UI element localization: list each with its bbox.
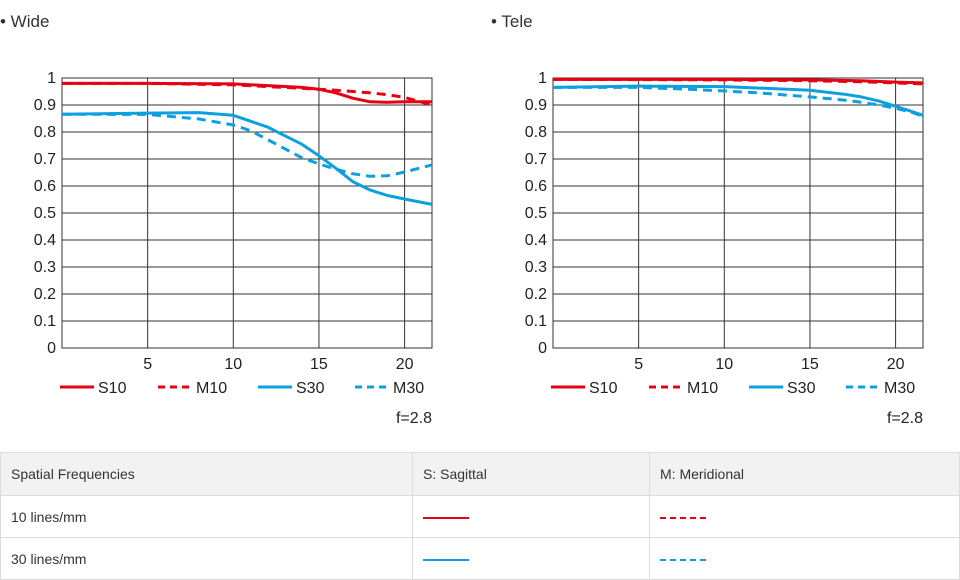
tele-x-tick-label: 20	[887, 356, 905, 373]
spatial-frequency-key-table: Spatial Frequencies S: Sagittal M: Merid…	[0, 452, 960, 580]
wide-y-tick-label: 0.5	[34, 205, 56, 222]
header-spatial-frequencies: Spatial Frequencies	[0, 452, 413, 496]
wide-legend-label-s10: S10	[98, 380, 127, 397]
tele-panel-title: • Tele	[491, 12, 533, 31]
header-meridional: M: Meridional	[649, 452, 960, 496]
meridional-30-line-swatch	[660, 558, 706, 561]
wide-y-tick-label: 0.2	[34, 286, 56, 303]
sagittal-10-line-swatch	[423, 516, 469, 519]
wide-series-s30-line	[61, 111, 433, 206]
tele-y-tick-label: 0.1	[525, 313, 547, 330]
table-row: 30 lines/mm	[0, 537, 960, 580]
wide-legend-label-s30: S30	[296, 380, 325, 397]
tele-series-m30-line	[553, 85, 924, 118]
wide-legend-label-m30: M30	[393, 380, 424, 397]
wide-plot-frame	[61, 77, 433, 349]
meridional-swatch-cell-30	[649, 537, 960, 580]
wide-y-tick-label: 0.7	[34, 151, 56, 168]
tele-y-tick-label: 0.8	[525, 124, 547, 141]
tele-legend-label-s30: S30	[787, 380, 816, 397]
meridional-10-line-swatch	[660, 516, 706, 519]
tele-aperture-note: f=2.8	[887, 410, 923, 427]
wide-y-tick-label: 0.4	[34, 232, 56, 249]
tele-legend-label-m30: M30	[884, 380, 915, 397]
tele-x-tick-label: 15	[801, 356, 819, 373]
table-row: 10 lines/mm	[0, 495, 960, 538]
sagittal-swatch-cell-30	[412, 537, 650, 580]
tele-legend-label-s10: S10	[589, 380, 618, 397]
wide-x-tick-label: 5	[143, 356, 152, 373]
tele-y-tick-label: 0.3	[525, 259, 547, 276]
tele-y-tick-label: 0.6	[525, 178, 547, 195]
tele-y-tick-label: 0.2	[525, 286, 547, 303]
wide-legend-label-m10: M10	[196, 380, 227, 397]
tele-x-tick-label: 5	[634, 356, 643, 373]
sagittal-swatch-cell-10	[412, 495, 650, 538]
meridional-swatch-cell-10	[649, 495, 960, 538]
tele-legend-label-m10: M10	[687, 380, 718, 397]
sagittal-30-line-swatch	[423, 558, 469, 561]
wide-y-tick-label: 0.3	[34, 259, 56, 276]
wide-y-tick-label: 1	[47, 70, 56, 87]
tele-series-m10-line	[552, 77, 924, 86]
wide-series-m30-line	[61, 112, 433, 178]
wide-x-tick-label: 15	[310, 356, 328, 373]
tele-y-tick-label: 0.9	[525, 97, 547, 114]
tele-y-tick-label: 1	[538, 70, 547, 87]
wide-y-tick-label: 0.8	[34, 124, 56, 141]
tele-y-tick-label: 0.5	[525, 205, 547, 222]
key-table-header-row: Spatial Frequencies S: Sagittal M: Merid…	[0, 452, 960, 496]
wide-panel-title: • Wide	[0, 12, 50, 31]
tele-y-tick-label: 0.7	[525, 151, 547, 168]
tele-y-tick-label: 0.4	[525, 232, 547, 249]
header-sagittal: S: Sagittal	[412, 452, 650, 496]
tele-y-tick-label: 0	[538, 340, 547, 357]
wide-y-tick-label: 0	[47, 340, 56, 357]
wide-x-tick-label: 20	[396, 356, 414, 373]
frequency-label-30: 30 lines/mm	[0, 537, 413, 580]
wide-y-tick-label: 0.9	[34, 97, 56, 114]
wide-series-m10-line	[62, 81, 433, 107]
wide-aperture-note: f=2.8	[396, 410, 432, 427]
wide-y-tick-label: 0.6	[34, 178, 56, 195]
wide-y-tick-label: 0.1	[34, 313, 56, 330]
tele-x-tick-label: 10	[715, 356, 733, 373]
wide-x-tick-label: 10	[224, 356, 242, 373]
frequency-label-10: 10 lines/mm	[0, 495, 413, 538]
